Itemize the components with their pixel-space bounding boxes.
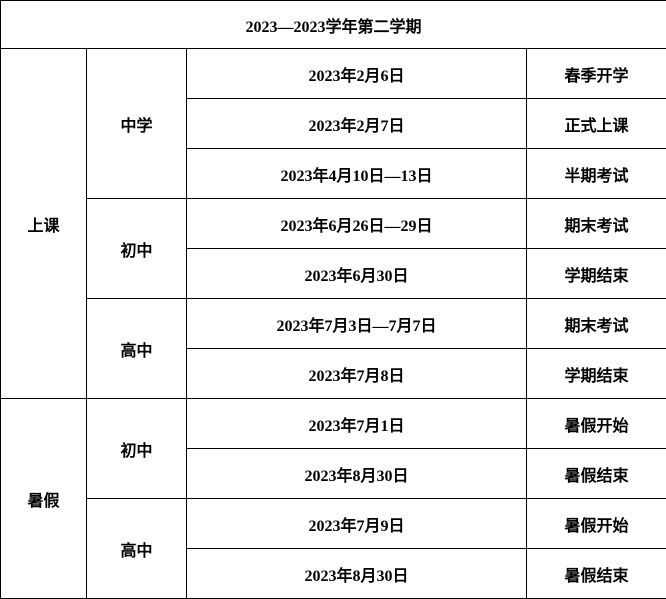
date-cell: 2023年2月6日 [187, 49, 527, 99]
table-title: 2023—2023学年第二学期 [1, 1, 666, 49]
date-cell: 2023年8月30日 [187, 549, 527, 599]
period-cell: 上课 [1, 49, 87, 399]
level-cell: 初中 [87, 399, 187, 499]
table-row: 暑假 初中 2023年7月1日 暑假开始 [1, 399, 666, 449]
event-cell: 期末考试 [527, 199, 666, 249]
date-cell: 2023年7月3日—7月7日 [187, 299, 527, 349]
event-cell: 暑假开始 [527, 399, 666, 449]
level-cell: 高中 [87, 299, 187, 399]
event-cell: 春季开学 [527, 49, 666, 99]
event-cell: 正式上课 [527, 99, 666, 149]
date-cell: 2023年6月30日 [187, 249, 527, 299]
date-cell: 2023年2月7日 [187, 99, 527, 149]
event-cell: 学期结束 [527, 249, 666, 299]
title-row: 2023—2023学年第二学期 [1, 1, 666, 49]
event-cell: 暑假结束 [527, 549, 666, 599]
date-cell: 2023年8月30日 [187, 449, 527, 499]
table-row: 高中 2023年7月9日 暑假开始 [1, 499, 666, 549]
event-cell: 暑假开始 [527, 499, 666, 549]
date-cell: 2023年7月9日 [187, 499, 527, 549]
date-cell: 2023年4月10日—13日 [187, 149, 527, 199]
date-cell: 2023年6月26日—29日 [187, 199, 527, 249]
table-row: 初中 2023年6月26日—29日 期末考试 [1, 199, 666, 249]
event-cell: 半期考试 [527, 149, 666, 199]
level-cell: 初中 [87, 199, 187, 299]
date-cell: 2023年7月8日 [187, 349, 527, 399]
schedule-table: 2023—2023学年第二学期 上课 中学 2023年2月6日 春季开学 202… [0, 0, 666, 599]
level-cell: 中学 [87, 49, 187, 199]
period-cell: 暑假 [1, 399, 87, 599]
date-cell: 2023年7月1日 [187, 399, 527, 449]
event-cell: 学期结束 [527, 349, 666, 399]
table-row: 高中 2023年7月3日—7月7日 期末考试 [1, 299, 666, 349]
event-cell: 期末考试 [527, 299, 666, 349]
level-cell: 高中 [87, 499, 187, 599]
table-row: 上课 中学 2023年2月6日 春季开学 [1, 49, 666, 99]
event-cell: 暑假结束 [527, 449, 666, 499]
